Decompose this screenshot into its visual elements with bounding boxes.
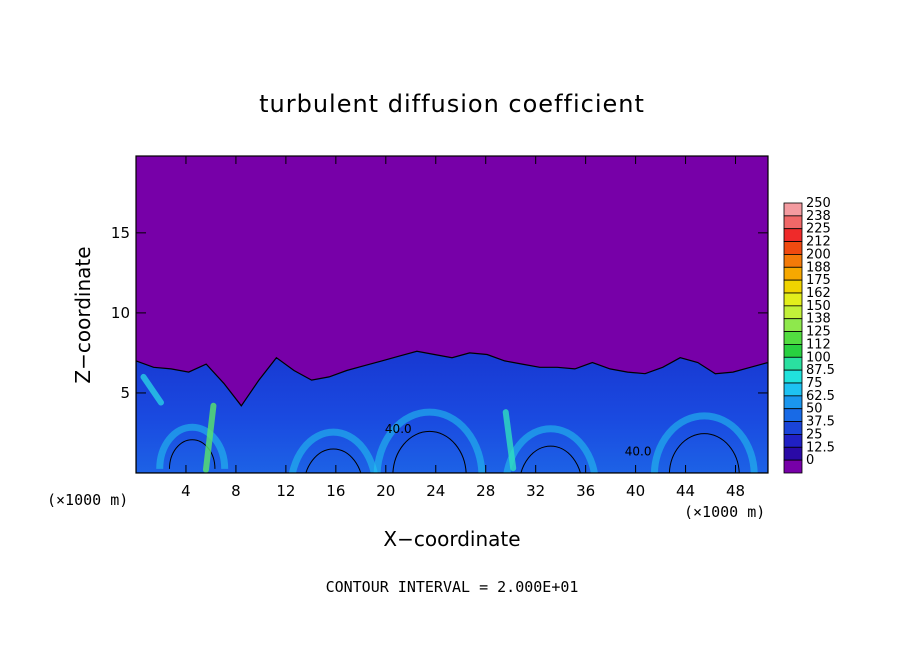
colorbar-swatch [783, 459, 803, 474]
colorbar-label: 50 [806, 402, 823, 417]
x-axis: 4 8 12 16 20 24 28 32 36 40 44 48 [181, 156, 745, 500]
colorbar-swatch [783, 241, 803, 255]
colorbar-label: 25 [806, 427, 823, 442]
x-tick-label: 36 [576, 482, 595, 500]
colorbar-swatch [783, 254, 803, 268]
y-axis-label: Z−coordinate [71, 246, 95, 383]
y-tick-label: 10 [111, 304, 130, 322]
contour-label: 40.0 [625, 444, 652, 458]
colorbar-label: 125 [806, 325, 831, 340]
colorbar-label: 37.5 [806, 415, 835, 430]
colorbar-swatch [783, 382, 803, 397]
contour-labels: 40.0 40.0 [385, 422, 652, 458]
x-tick-label: 16 [326, 482, 345, 500]
colorbar-label: 150 [806, 299, 831, 314]
turbulent-layer [136, 350, 768, 473]
colorbar-label: 87.5 [806, 363, 835, 378]
colorbar-swatch [783, 434, 803, 448]
eddy-structures [140, 373, 758, 473]
colorbar-swatch [783, 395, 803, 410]
eddy-contour [305, 448, 362, 473]
eddy-contour [168, 439, 216, 469]
x-tick-label: 20 [376, 482, 395, 500]
colorbar-label: 175 [806, 273, 831, 288]
x-unit-right: (×1000 m) [684, 503, 765, 521]
colorbar-label: 238 [806, 209, 831, 224]
y-axis: 5 10 15 [111, 224, 768, 402]
y-tick-label: 5 [120, 384, 130, 402]
x-tick-label: 32 [526, 482, 545, 500]
eddy-contour [520, 445, 581, 473]
eddy-roll [288, 428, 378, 473]
turbulent-field [136, 350, 768, 473]
eddy-roll [650, 412, 758, 473]
contour-interval-note: CONTOUR INTERVAL = 2.000E+01 [326, 578, 579, 596]
colorbar-swatch [783, 266, 803, 281]
plume-streak [140, 373, 164, 406]
eddy-roll [156, 423, 229, 469]
contour-label: 40.0 [385, 422, 412, 436]
x-tick-label: 12 [276, 482, 295, 500]
colorbar-swatch [783, 279, 803, 294]
colorbar-swatch [783, 356, 803, 371]
colorbar-swatch [783, 344, 803, 358]
colorbar-swatch [783, 446, 803, 461]
colorbar-swatch [783, 421, 803, 435]
colorbar-label: 75 [806, 376, 823, 391]
x-tick-label: 24 [426, 482, 445, 500]
chart-title: turbulent diffusion coefficient [259, 90, 645, 118]
colorbar-label: 62.5 [806, 389, 835, 404]
x-unit-left: (×1000 m) [47, 491, 128, 509]
colorbar-label: 0 [806, 453, 814, 468]
colorbar-swatch [783, 292, 803, 307]
x-tick-label: 48 [726, 482, 745, 500]
colorbar-swatch [783, 331, 803, 345]
colorbar-swatch [783, 318, 803, 332]
plot-area: 40.0 40.0 [135, 155, 769, 474]
colorbar-swatch [783, 202, 803, 217]
colorbar-label: 100 [806, 350, 831, 365]
colorbar-label: 12.5 [806, 440, 835, 455]
eddy-contour [668, 433, 740, 473]
colorbar-label: 162 [806, 286, 831, 301]
x-tick-label: 28 [476, 482, 495, 500]
x-tick-label: 8 [231, 482, 241, 500]
colorbar-label: 250 [806, 196, 831, 211]
plume-streak [502, 409, 517, 472]
colorbar-label: 200 [806, 247, 831, 262]
x-tick-label: 4 [181, 482, 191, 500]
x-tick-label: 40 [626, 482, 645, 500]
colorbar-swatch [783, 228, 803, 242]
eddy-contour [392, 430, 467, 473]
colorbar-swatch [783, 215, 803, 230]
eddy-roll [373, 408, 486, 473]
y-tick-label: 15 [111, 224, 130, 242]
colorbar-label: 188 [806, 260, 831, 275]
x-axis-label: X−coordinate [383, 527, 520, 551]
colorbar-label: 138 [806, 312, 831, 327]
colorbar-label: 112 [806, 337, 831, 352]
plot-frame [135, 155, 769, 474]
x-tick-label: 44 [676, 482, 695, 500]
plume-streak [202, 402, 217, 473]
colorbar-swatch [783, 305, 803, 320]
colorbar-swatch [783, 369, 803, 384]
colorbar-swatch [783, 408, 803, 422]
colorbar-label: 225 [806, 222, 831, 237]
colorbar: 2502382252122001881751621501381251121008… [783, 196, 835, 474]
colorbar-label: 212 [806, 235, 831, 250]
